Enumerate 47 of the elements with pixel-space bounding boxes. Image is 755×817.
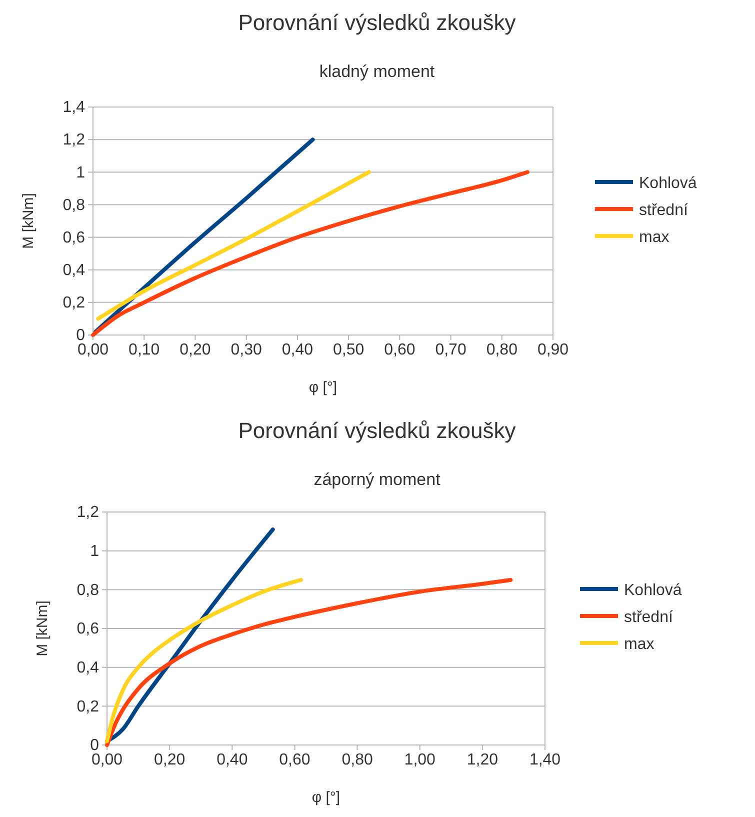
x-tick-label: 0,50: [332, 341, 364, 358]
y-tick-label: 1,4: [62, 99, 86, 116]
legend-label: max: [624, 636, 654, 653]
chart-subtitle: kladný moment: [319, 62, 435, 81]
line-series: [105, 578, 513, 747]
legend-label: max: [639, 229, 670, 246]
y-tick-label: 0,2: [62, 294, 86, 312]
y-tick-label: 0,6: [62, 229, 86, 246]
line-series: [96, 170, 371, 321]
x-tick-label: 0,60: [279, 751, 310, 768]
legend-label: střední: [639, 202, 688, 219]
legend-label: střední: [624, 609, 674, 626]
x-tick-label: 0,90: [537, 341, 569, 358]
chart-title: Porovnání výsledků zkoušky: [238, 10, 516, 35]
x-tick-label: 0,60: [384, 341, 416, 358]
y-tick-label: 0,4: [76, 659, 100, 676]
y-tick-label: 0,8: [62, 196, 86, 214]
line-series: [91, 170, 530, 337]
x-tick-label: 0,80: [486, 341, 518, 358]
legend-label: Kohlová: [624, 582, 682, 599]
y-tick-label: 1: [76, 164, 86, 182]
x-tick-label: 0,20: [154, 751, 186, 768]
legend-label: Kohlová: [639, 175, 697, 192]
x-tick-label: 0,70: [435, 341, 466, 358]
y-tick-label: 0,6: [76, 620, 100, 638]
x-tick-label: 0,40: [282, 341, 314, 358]
y-tick-label: 1,2: [76, 504, 100, 522]
x-tick-label: 0,30: [230, 341, 262, 358]
y-tick-label: 0,4: [62, 262, 86, 279]
chart-title: Porovnání výsledků zkoušky: [238, 418, 516, 443]
x-tick-label: 0,40: [216, 751, 248, 768]
y-axis-title: M [kNm]: [20, 193, 37, 249]
x-tick-label: 0,10: [128, 341, 160, 358]
x-tick-label: 0,80: [342, 751, 373, 768]
y-tick-label: 1: [90, 542, 100, 560]
y-tick-label: 0,2: [76, 698, 100, 716]
chart-subtitle: záporný moment: [314, 470, 441, 489]
x-tick-label: 1,40: [529, 751, 561, 768]
y-tick-label: 0,8: [76, 582, 100, 599]
y-axis-title: M [kNm]: [34, 600, 51, 656]
x-tick-label: 0,20: [180, 341, 211, 358]
y-tick-label: 1,2: [62, 132, 86, 149]
x-tick-label: 1,20: [466, 751, 498, 768]
x-axis-title: φ [°]: [308, 379, 338, 396]
x-tick-label: 1,00: [404, 751, 436, 768]
x-axis-title: φ [°]: [312, 789, 340, 806]
line-series: [105, 578, 303, 744]
